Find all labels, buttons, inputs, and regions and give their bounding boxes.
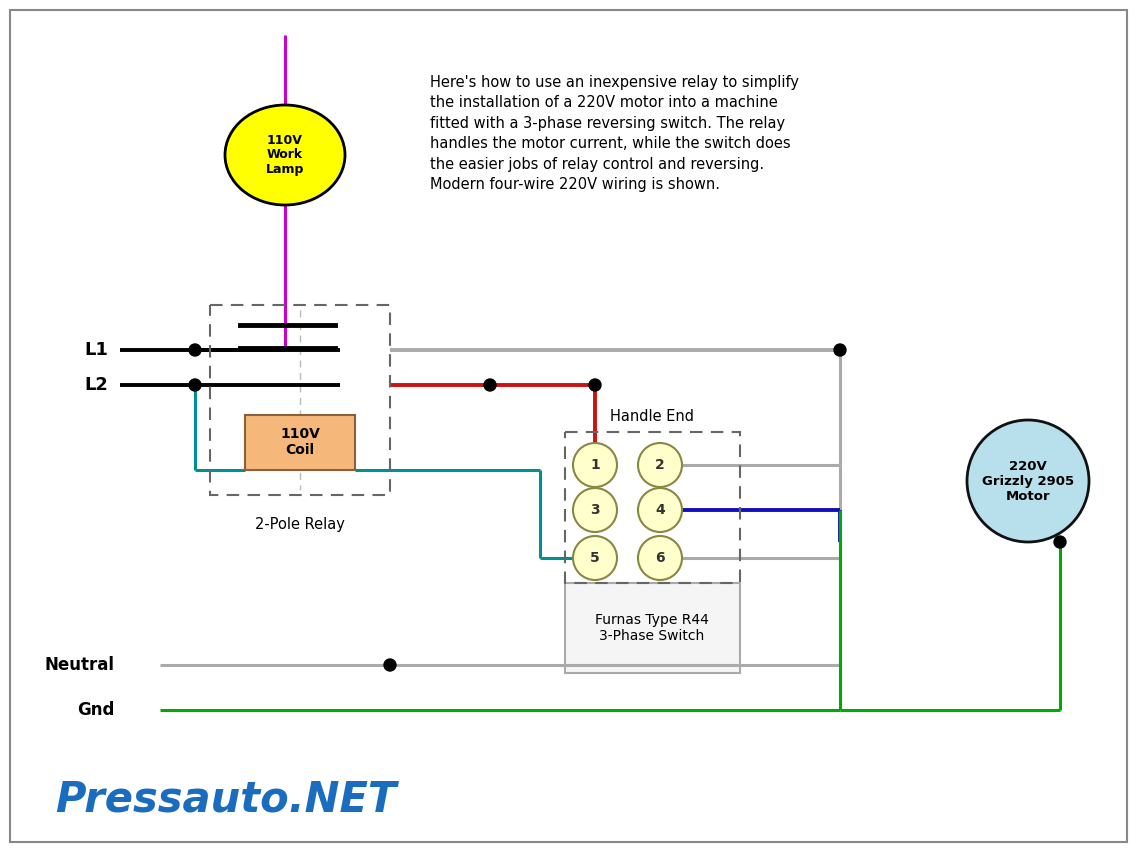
Circle shape [384, 659, 396, 671]
Text: Neutral: Neutral [45, 656, 115, 674]
Circle shape [1054, 536, 1067, 548]
Circle shape [638, 488, 682, 532]
Text: 1: 1 [590, 458, 600, 472]
Text: 220V
Grizzly 2905
Motor: 220V Grizzly 2905 Motor [982, 459, 1074, 503]
Circle shape [189, 344, 201, 356]
Circle shape [573, 443, 617, 487]
FancyBboxPatch shape [244, 415, 355, 470]
Text: 110V
Work
Lamp: 110V Work Lamp [266, 134, 305, 176]
Circle shape [966, 420, 1089, 542]
Circle shape [573, 488, 617, 532]
Text: Handle End: Handle End [609, 409, 694, 424]
Circle shape [835, 344, 846, 356]
Text: 4: 4 [655, 503, 665, 517]
Text: Furnas Type R44
3-Phase Switch: Furnas Type R44 3-Phase Switch [595, 613, 709, 643]
Text: Here's how to use an inexpensive relay to simplify
the installation of a 220V mo: Here's how to use an inexpensive relay t… [430, 75, 799, 192]
Circle shape [189, 379, 201, 391]
Text: Pressauto.NET: Pressauto.NET [55, 779, 397, 821]
FancyBboxPatch shape [565, 583, 740, 673]
Circle shape [573, 536, 617, 580]
Text: 2: 2 [655, 458, 665, 472]
Circle shape [638, 443, 682, 487]
Circle shape [589, 379, 601, 391]
Text: 3: 3 [590, 503, 600, 517]
Circle shape [638, 536, 682, 580]
Text: 110V
Coil: 110V Coil [280, 427, 319, 458]
Text: L2: L2 [84, 376, 108, 394]
Text: 5: 5 [590, 551, 600, 565]
Ellipse shape [225, 105, 345, 205]
Text: Gnd: Gnd [77, 701, 115, 719]
Text: 6: 6 [655, 551, 665, 565]
Circle shape [484, 379, 496, 391]
Text: 2-Pole Relay: 2-Pole Relay [255, 517, 345, 532]
FancyBboxPatch shape [10, 10, 1127, 842]
Text: L1: L1 [84, 341, 108, 359]
